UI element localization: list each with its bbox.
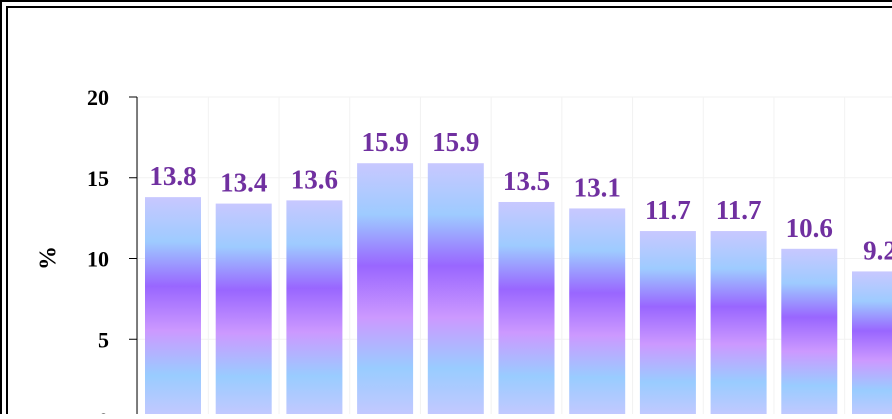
bar — [286, 200, 343, 419]
data-label: 9.2 — [863, 235, 892, 265]
y-axis: 0 5 10 15 20 — [87, 85, 138, 419]
y-tick-label: 20 — [87, 85, 109, 110]
inner-border — [6, 6, 892, 419]
bar — [852, 271, 892, 419]
data-label: 10.6 — [786, 213, 833, 243]
data-label: 13.6 — [291, 164, 338, 194]
bar — [357, 163, 414, 419]
data-label: 13.8 — [149, 161, 196, 191]
bar — [498, 201, 555, 419]
y-tick-label: 5 — [98, 327, 109, 352]
y-tick-label: 0 — [98, 408, 109, 414]
y-axis-label: % — [36, 246, 62, 270]
bar — [710, 231, 767, 419]
bar — [427, 163, 484, 419]
data-labels: 13.8 13.4 13.6 15.9 15.9 13.5 13.1 11.7 11.7 10.6… — [149, 127, 892, 265]
data-label: 15.9 — [361, 127, 408, 157]
data-label: 13.5 — [503, 166, 550, 196]
data-label: 13.1 — [574, 172, 621, 202]
y-tick-label: 15 — [87, 166, 109, 191]
bar — [215, 203, 272, 419]
bar — [639, 231, 696, 419]
bars — [145, 163, 892, 419]
data-label: 15.9 — [432, 127, 479, 157]
data-label: 11.7 — [645, 195, 691, 225]
data-label: 11.7 — [716, 195, 762, 225]
bar — [781, 248, 838, 419]
y-tick-label: 10 — [87, 247, 109, 272]
bar — [569, 208, 626, 419]
data-label: 13.4 — [220, 168, 267, 198]
bar — [145, 197, 201, 419]
